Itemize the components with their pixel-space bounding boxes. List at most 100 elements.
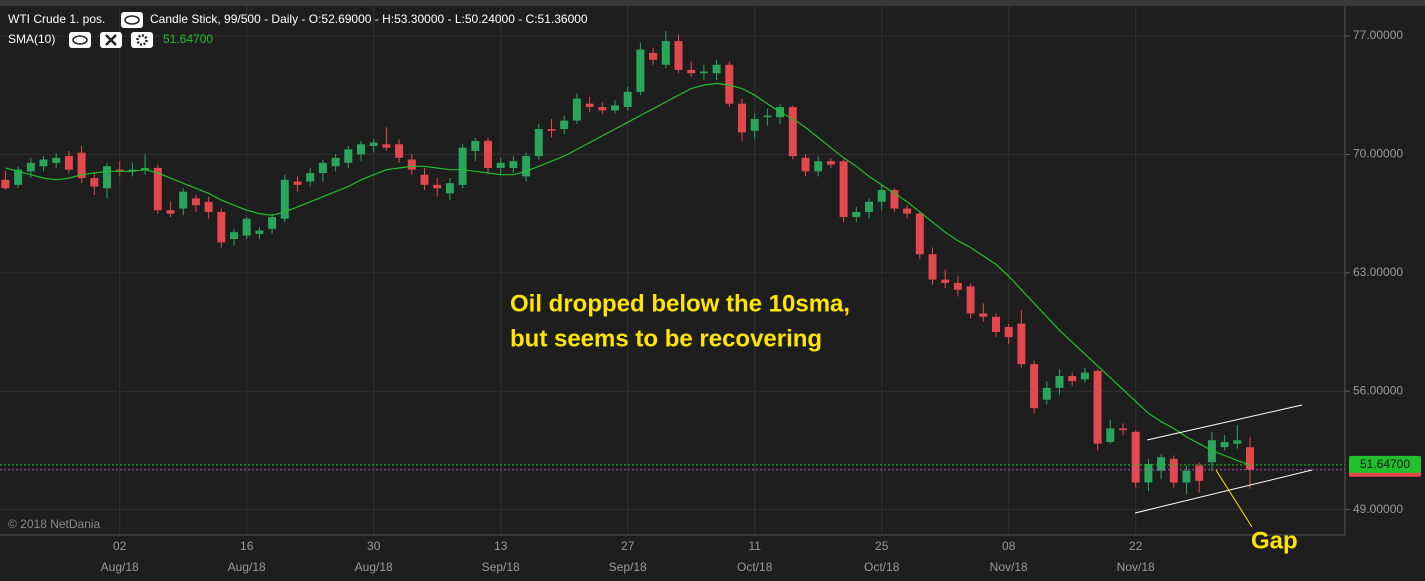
candle-body (560, 120, 569, 130)
candle-body (1220, 441, 1229, 448)
candle-body (547, 129, 556, 131)
x-tick-label: 11 (748, 539, 761, 553)
sma-line (5, 82, 1251, 466)
candle-body (852, 211, 861, 218)
candle-body (1246, 447, 1254, 470)
candle-body (268, 217, 277, 229)
candle-body (598, 107, 607, 111)
candle-body (801, 157, 810, 172)
candle-body (420, 174, 429, 185)
candle-body (788, 107, 797, 157)
candle-body (471, 140, 480, 152)
candle-body (280, 179, 289, 219)
candle-body (496, 162, 505, 168)
candle-body (26, 162, 35, 172)
candle-body (915, 213, 924, 255)
candle-body (649, 52, 658, 60)
annotation: but seems to be recovering (510, 325, 822, 352)
y-tick-label: 77.00000 (1353, 28, 1403, 42)
eye-icon-shape (72, 35, 88, 45)
candle-body (1042, 387, 1051, 400)
x-tick-month: Oct/18 (864, 560, 900, 574)
candle-body (1207, 440, 1216, 463)
y-tick-label: 56.00000 (1353, 383, 1403, 397)
candle-body (674, 41, 683, 70)
candle-body (14, 169, 23, 185)
candle-body (395, 144, 404, 158)
sma-price-tag (1349, 455, 1421, 473)
y-tick-label: 49.00000 (1353, 502, 1403, 516)
candle-body (407, 159, 416, 170)
channel-line (1134, 469, 1313, 514)
candle-body (217, 211, 226, 243)
candle-body (39, 159, 48, 167)
annotation: Oil dropped below the 10sma, (510, 290, 850, 317)
x-tick-month: Oct/18 (737, 560, 773, 574)
candle-body (1195, 465, 1204, 481)
candle-body (357, 144, 365, 155)
candle-body (572, 98, 581, 121)
candle-body (661, 41, 670, 65)
marks (0, 30, 1345, 495)
settings-icon[interactable] (131, 32, 153, 48)
copyright: © 2018 NetDania (8, 517, 101, 531)
candle-body (344, 149, 353, 163)
candle-body (979, 313, 988, 317)
candle-body (141, 167, 150, 170)
candle-body (1, 179, 10, 189)
candle-body (522, 156, 531, 177)
candle-body (445, 183, 454, 194)
x-tick-label: 08 (1002, 539, 1016, 553)
candle-body (928, 254, 937, 280)
channel-line (1146, 404, 1303, 441)
x-tick-month: Sep/18 (609, 560, 647, 574)
candle-body (369, 142, 378, 146)
candle-body (1131, 431, 1140, 483)
candle-body (1093, 370, 1102, 444)
indicator-value: 51.64700 (163, 32, 213, 46)
candle-body (636, 49, 645, 92)
candle-body (1030, 364, 1039, 409)
x-tick-label: 27 (621, 539, 635, 553)
settings-icon-shape (136, 34, 148, 46)
candle-body (90, 178, 99, 187)
x-tick-label: 25 (875, 539, 889, 553)
candle-body (293, 181, 302, 185)
candle-body (1233, 440, 1242, 444)
candle-body (623, 91, 632, 108)
instrument-name: WTI Crude 1. pos. (8, 12, 105, 26)
candle-body (738, 103, 746, 133)
sma-price-label: 51.64700 (1360, 457, 1410, 471)
candle-body (153, 167, 162, 211)
candle-body (877, 189, 886, 202)
candle-body (953, 282, 962, 290)
x-tick-month: Nov/18 (990, 560, 1028, 574)
chart-info: Candle Stick, 99/500 - Daily - O:52.6900… (150, 12, 588, 26)
x-tick-label: 02 (113, 539, 127, 553)
x-tick-month: Sep/18 (482, 560, 520, 574)
annotation: Gap (1251, 527, 1298, 554)
candle-body (750, 118, 759, 131)
candle-body (306, 173, 315, 182)
y-tick-label: 63.00000 (1353, 265, 1403, 279)
candle-body (611, 105, 619, 111)
candle-body (255, 230, 264, 234)
candle-body (166, 210, 175, 214)
candle-body (903, 208, 912, 214)
candle-body (331, 157, 340, 167)
candle-body (1119, 428, 1127, 431)
x-tick-month: Aug/18 (355, 560, 393, 574)
toolbar-strip (0, 0, 1425, 6)
candle-body (458, 147, 467, 185)
eye-icon[interactable] (121, 12, 143, 28)
x-tick-month: Aug/18 (228, 560, 266, 574)
candle-body (484, 140, 492, 168)
candle-body (52, 157, 61, 163)
candle-body (191, 198, 200, 206)
candle-body (1080, 372, 1089, 380)
eye-icon[interactable] (69, 32, 91, 48)
gap-pointer (1215, 469, 1253, 528)
candle-body (433, 184, 442, 189)
